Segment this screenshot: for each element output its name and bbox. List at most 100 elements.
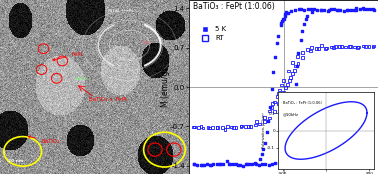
Point: [347, 45, 353, 48]
Point: [308, 46, 314, 49]
Point: [285, 139, 291, 142]
Point: [345, 8, 351, 11]
Point: [282, 149, 288, 152]
Point: [337, 45, 343, 48]
Point: [342, 46, 348, 48]
Point: [318, 8, 324, 11]
Point: [269, 88, 275, 91]
Point: [214, 162, 220, 165]
Point: [325, 9, 331, 12]
Point: [355, 46, 361, 49]
Point: [327, 9, 333, 12]
Point: [337, 8, 343, 11]
Point: [282, 13, 288, 16]
Point: [353, 8, 359, 11]
Text: BaTiO₃ + FePt: BaTiO₃ + FePt: [89, 97, 127, 102]
Point: [246, 162, 252, 165]
Point: [191, 163, 197, 166]
Point: [201, 164, 207, 167]
Point: [271, 101, 277, 104]
Point: [293, 65, 299, 68]
Point: [260, 147, 266, 150]
Point: [219, 126, 225, 129]
Point: [233, 126, 239, 129]
Point: [259, 163, 265, 166]
Point: [298, 8, 304, 11]
Point: [217, 163, 223, 166]
Point: [200, 164, 206, 167]
Point: [203, 162, 209, 165]
Point: [280, 157, 286, 160]
Point: [210, 126, 216, 129]
Point: [262, 120, 268, 123]
Point: [198, 163, 204, 166]
Point: [308, 10, 314, 13]
Point: [205, 126, 211, 129]
Point: [281, 152, 287, 155]
Point: [239, 125, 245, 127]
Point: [262, 141, 268, 144]
Point: [307, 50, 313, 52]
Point: [370, 46, 376, 48]
Point: [238, 125, 244, 128]
Point: [288, 10, 294, 13]
Y-axis label: M (emu/g): M (emu/g): [161, 67, 170, 107]
Point: [280, 17, 286, 20]
Point: [318, 45, 324, 47]
Point: [366, 45, 372, 48]
Point: [283, 86, 289, 89]
Point: [305, 8, 311, 10]
Point: [220, 163, 226, 165]
Point: [284, 83, 290, 86]
Point: [248, 125, 254, 128]
Point: [281, 91, 287, 94]
Point: [256, 164, 262, 167]
Point: [331, 8, 337, 11]
Point: [234, 163, 240, 166]
Point: [233, 163, 239, 165]
Point: [268, 106, 274, 109]
Text: FePt: FePt: [53, 52, 84, 61]
Point: [276, 102, 282, 105]
Point: [299, 56, 305, 59]
Point: [214, 126, 220, 129]
Point: [288, 76, 294, 78]
Point: [291, 69, 297, 72]
Point: [291, 9, 297, 12]
Point: [334, 8, 340, 11]
Point: [237, 164, 243, 167]
Point: [191, 126, 197, 129]
Point: [333, 45, 339, 48]
Point: [288, 116, 294, 119]
Point: [198, 125, 204, 128]
Point: [279, 19, 285, 22]
Point: [296, 8, 302, 10]
Point: [257, 123, 263, 125]
Point: [217, 162, 223, 165]
Point: [223, 160, 229, 163]
Point: [304, 48, 310, 51]
Point: [360, 7, 366, 9]
Point: [290, 61, 296, 64]
Point: [285, 70, 291, 72]
Point: [224, 125, 230, 128]
Point: [348, 8, 354, 11]
Point: [240, 164, 246, 167]
Point: [265, 119, 271, 122]
Point: [208, 163, 214, 166]
Point: [364, 8, 370, 11]
Point: [361, 45, 367, 47]
Point: [210, 163, 216, 165]
Point: [242, 125, 248, 128]
Point: [363, 45, 369, 48]
Point: [286, 79, 292, 82]
Point: [304, 14, 310, 17]
Point: [274, 42, 280, 44]
Point: [207, 163, 213, 166]
Point: [280, 157, 286, 160]
Point: [266, 117, 272, 120]
Point: [278, 23, 284, 26]
Point: [244, 163, 250, 166]
Point: [230, 126, 236, 129]
Point: [230, 163, 236, 165]
